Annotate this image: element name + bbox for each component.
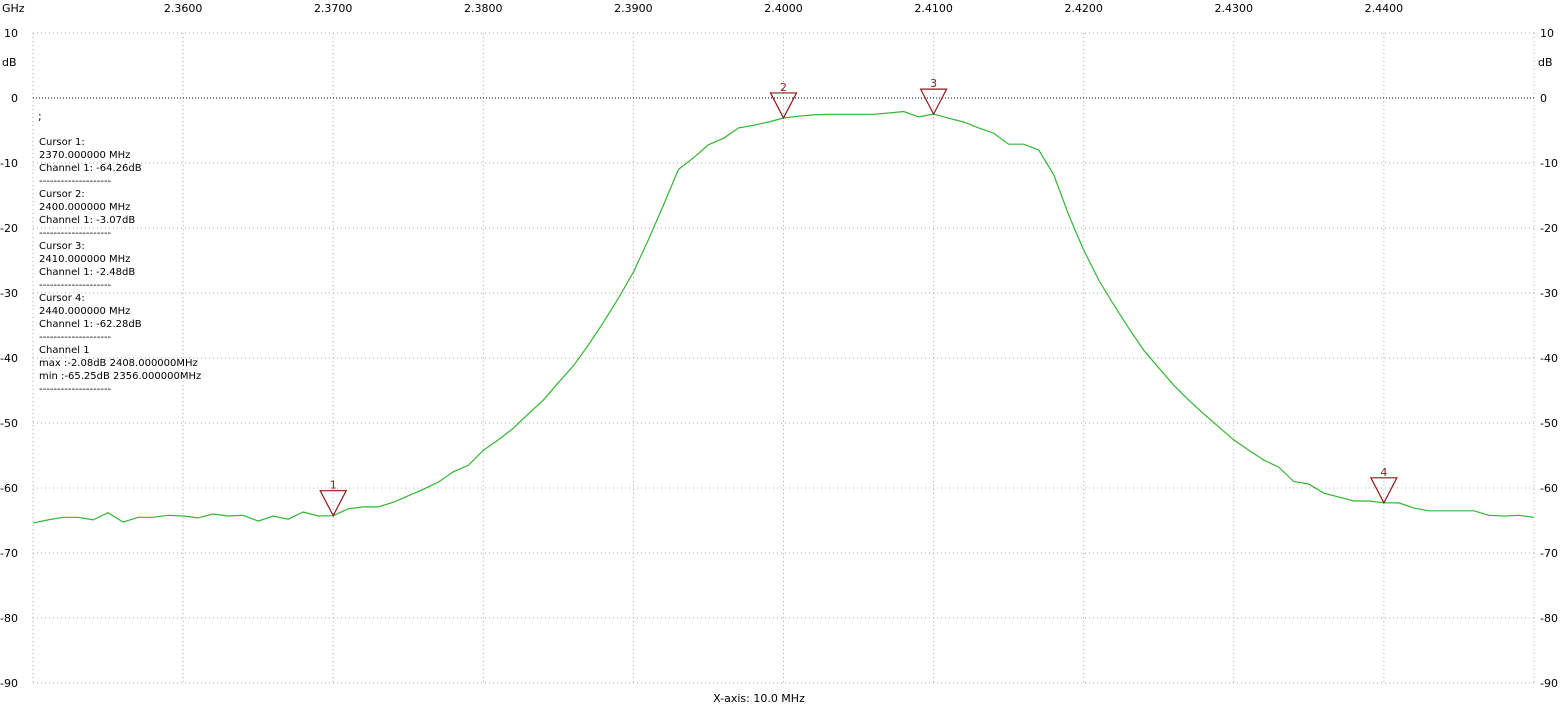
x-tick-label: 2.3600 — [164, 2, 203, 15]
info-line: Channel 1: -62.28dB — [39, 319, 142, 330]
marker-triangle-icon — [769, 92, 798, 120]
info-line: 2400.000000 MHz — [39, 202, 131, 213]
cursor-marker-1[interactable]: 1 — [319, 479, 348, 517]
semicolon-text: ; — [38, 110, 42, 123]
y-tick-label-left: -80 — [0, 612, 18, 625]
tick-labels: 10 10 0 0 -10 -10 -20 -20 -30 -30 -40 -40 -50 -50 -60 -… — [0, 2, 1558, 690]
marker-label: 1 — [330, 479, 337, 492]
y-tick-label-right: -60 — [1540, 482, 1558, 495]
x-axis-note: X-axis: 10.0 MHz — [713, 692, 805, 705]
info-line: 2370.000000 MHz — [39, 150, 131, 161]
x-tick-label: 2.3700 — [314, 2, 353, 15]
y-tick-label-left: 0 — [11, 92, 18, 105]
info-line: Channel 1 — [39, 345, 90, 356]
info-line: -------------------- — [39, 384, 112, 395]
info-line: 2410.000000 MHz — [39, 254, 131, 265]
y-tick-label-right: 0 — [1540, 92, 1547, 105]
x-tick-label: 2.4300 — [1215, 2, 1254, 15]
info-line: Channel 1: -64.26dB — [39, 163, 142, 174]
x-tick-label: 2.4200 — [1064, 2, 1103, 15]
y-tick-label-right: -20 — [1540, 222, 1558, 235]
x-tick-label: 2.4000 — [764, 2, 803, 15]
y-tick-label-left: -20 — [0, 222, 18, 235]
marker-triangle-icon — [919, 88, 948, 116]
info-line: Channel 1: -3.07dB — [39, 215, 136, 226]
x-tick-label: 2.4100 — [914, 2, 953, 15]
marker-triangle-icon — [1369, 477, 1398, 505]
y-unit-label-left: dB — [2, 56, 17, 69]
cursor-marker-4[interactable]: 4 — [1369, 466, 1398, 505]
info-line: -------------------- — [39, 228, 112, 239]
marker-label: 2 — [780, 81, 787, 94]
y-tick-label-left: -70 — [0, 547, 18, 560]
y-tick-label-right: -80 — [1540, 612, 1558, 625]
info-line: -------------------- — [39, 280, 112, 291]
x-tick-label: 2.4400 — [1365, 2, 1404, 15]
marker-triangle-icon — [319, 490, 348, 517]
info-line: 2440.000000 MHz — [39, 306, 131, 317]
x-tick-label: 2.3800 — [464, 2, 503, 15]
y-unit-label-right: dB — [1538, 56, 1553, 69]
info-line: Cursor 1: — [39, 137, 85, 148]
cursor-marker-2[interactable]: 2 — [769, 81, 798, 120]
grid — [32, 32, 1535, 684]
y-tick-label-right: 10 — [1540, 27, 1554, 40]
info-line: Cursor 4: — [39, 293, 85, 304]
x-unit-label: GHz — [2, 2, 25, 15]
y-tick-label-right: -10 — [1540, 157, 1558, 170]
y-tick-label-right: -30 — [1540, 287, 1558, 300]
marker-label: 4 — [1380, 466, 1387, 479]
y-tick-label-left: -50 — [0, 417, 18, 430]
y-tick-label-right: -90 — [1540, 677, 1558, 690]
cursor-markers: 1 2 3 4 — [319, 77, 1398, 517]
y-tick-label-left: -30 — [0, 287, 18, 300]
y-tick-label-left: 10 — [4, 27, 18, 40]
info-line: Channel 1: -2.48dB — [39, 267, 136, 278]
info-line: -------------------- — [39, 176, 112, 187]
cursor-marker-3[interactable]: 3 — [919, 77, 948, 116]
cursor-info-panel: Cursor 1: 2370.000000 MHz Channel 1: -64.2… — [39, 136, 201, 396]
info-line: min :-65.25dB 2356.000000MHz — [39, 371, 202, 382]
y-tick-label-right: -50 — [1540, 417, 1558, 430]
x-tick-label: 2.3900 — [614, 2, 653, 15]
y-tick-label-left: -90 — [0, 677, 18, 690]
info-line: -------------------- — [39, 332, 112, 343]
marker-label: 3 — [930, 77, 937, 90]
info-line: Cursor 2: — [39, 189, 85, 200]
y-tick-label-left: -10 — [0, 157, 18, 170]
y-tick-label-left: -40 — [0, 352, 18, 365]
y-tick-label-left: -60 — [0, 482, 18, 495]
y-tick-label-right: -70 — [1540, 547, 1558, 560]
info-line: Cursor 3: — [39, 241, 85, 252]
info-line: max :-2.08dB 2408.000000MHz — [39, 358, 198, 369]
y-tick-label-right: -40 — [1540, 352, 1558, 365]
